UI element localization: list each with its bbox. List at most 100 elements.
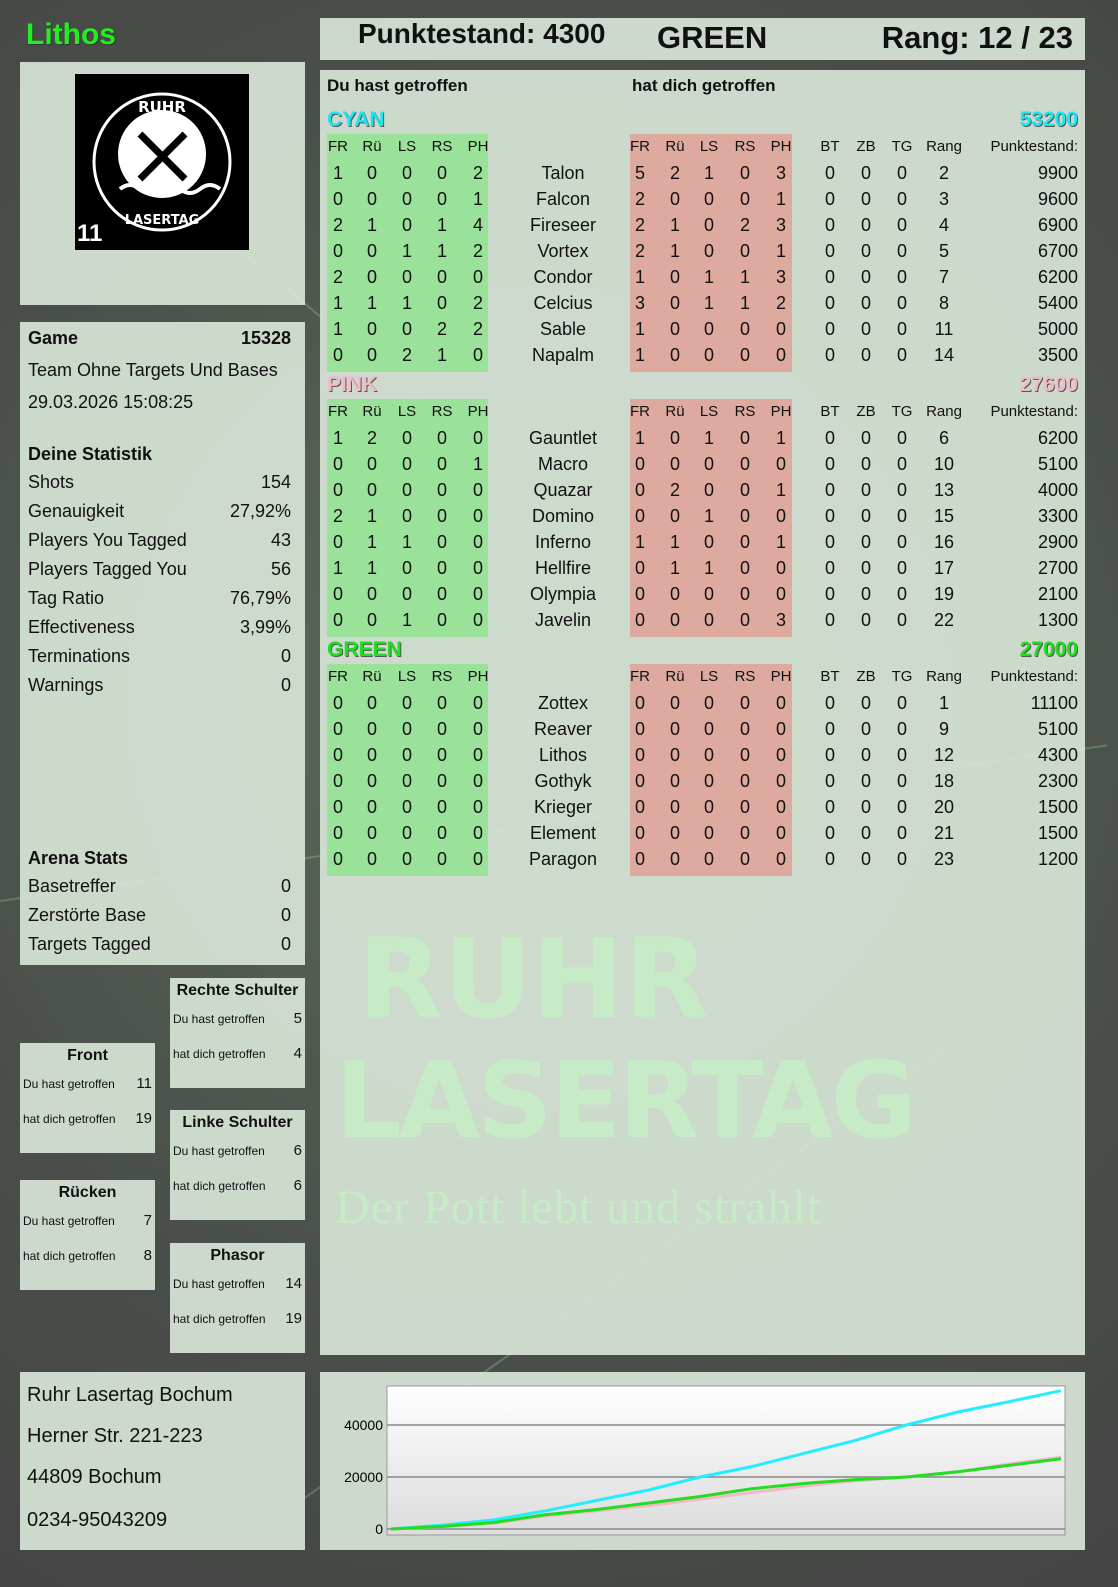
zb-cell: 0: [860, 215, 872, 235]
hit-cell: 0: [472, 693, 484, 713]
got-cell: 0: [634, 771, 646, 791]
tg-cell: 0: [896, 719, 908, 739]
hit-cell: 1: [401, 241, 413, 261]
address-line: 44809 Bochum: [27, 1466, 162, 1488]
got-cell: 0: [739, 693, 751, 713]
hit-cell: 2: [472, 293, 484, 313]
got-cell: 0: [703, 532, 715, 552]
stat-label: Tag Ratio: [28, 588, 105, 608]
hit-cell: 0: [472, 849, 484, 869]
column-header: BT: [820, 668, 840, 685]
got-cell: 0: [739, 849, 751, 869]
tg-cell: 0: [896, 745, 908, 765]
got-cell: 0: [669, 506, 681, 526]
got-cell: 0: [703, 797, 715, 817]
column-header: FR: [630, 138, 650, 155]
bt-cell: 0: [824, 797, 836, 817]
got-block: [630, 399, 792, 637]
player-name: Quazar: [533, 480, 593, 500]
hit-block: [327, 399, 488, 637]
arena-row: Targets Tagged 0: [28, 934, 291, 955]
tg-cell: 0: [896, 480, 908, 500]
watermark-tagline: Der Pott lebt und strahlt: [335, 1181, 822, 1234]
got-cell: 0: [739, 771, 751, 791]
got-cell: 2: [739, 215, 751, 235]
hit-cell: 1: [436, 345, 448, 365]
hit-cell: 0: [366, 163, 378, 183]
hit-cell: 0: [366, 480, 378, 500]
got-cell: 0: [703, 480, 715, 500]
hit-cell: 2: [436, 319, 448, 339]
column-header: Punktestand:: [990, 668, 1078, 685]
score-cell: 1500: [1037, 797, 1078, 817]
got-cell: 1: [775, 241, 787, 261]
hit-cell: 1: [332, 163, 344, 183]
stat-label: Players Tagged You: [28, 559, 187, 579]
zone-title: Front: [67, 1047, 108, 1064]
hit-cell: 0: [332, 771, 344, 791]
stat-label: Players You Tagged: [28, 530, 187, 550]
header-bar: [320, 18, 1085, 60]
zone-hit-label: Du hast getroffen: [23, 1214, 115, 1228]
rang-cell: 21: [933, 823, 955, 843]
bt-cell: 0: [824, 506, 836, 526]
hit-cell: 0: [401, 558, 413, 578]
rang-cell: 18: [933, 771, 955, 791]
got-cell: 0: [634, 480, 646, 500]
column-header: Rü: [665, 403, 685, 420]
stat-row: Tag Ratio 76,79%: [28, 588, 291, 609]
score-cell: 11100: [1030, 693, 1078, 713]
column-header: BT: [820, 138, 840, 155]
stat-row: Shots 154: [28, 472, 291, 493]
player-name: Falcon: [535, 189, 591, 209]
rang-cell: 16: [933, 532, 955, 552]
score-cell: 2100: [1037, 584, 1078, 604]
game-id: 15328: [240, 328, 291, 348]
got-cell: 0: [739, 480, 751, 500]
tg-cell: 0: [896, 693, 908, 713]
hit-zone-rücken: Rücken Du hast getroffen 7 hat dich getroff…: [20, 1180, 155, 1290]
got-cell: 0: [775, 693, 787, 713]
tg-cell: 0: [896, 506, 908, 526]
rang-cell: 23: [933, 849, 955, 869]
got-cell: 0: [634, 823, 646, 843]
tg-cell: 0: [896, 241, 908, 261]
hit-zone-linke-schulter: Linke Schulter Du hast getroffen 6 hat dich…: [170, 1110, 305, 1220]
hit-cell: 0: [366, 745, 378, 765]
player-name: Macro: [537, 454, 589, 474]
hit-cell: 0: [472, 610, 484, 630]
y-tick-label: 40000: [344, 1417, 383, 1433]
rang-cell: 13: [933, 480, 955, 500]
zb-cell: 0: [860, 745, 872, 765]
tg-cell: 0: [896, 771, 908, 791]
arena-label: Targets Tagged: [28, 934, 151, 954]
got-cell: 2: [669, 163, 681, 183]
bt-cell: 0: [824, 558, 836, 578]
score-cell: 4300: [1037, 745, 1078, 765]
hit-cell: 0: [401, 189, 413, 209]
tg-cell: 0: [896, 454, 908, 474]
column-header: Rü: [665, 138, 685, 155]
got-cell: 0: [634, 745, 646, 765]
team-name: GREEN: [327, 638, 402, 661]
zone-got-value: 19: [135, 1110, 152, 1127]
team-name: PINK: [327, 373, 378, 396]
hit-cell: 1: [472, 189, 484, 209]
stat-row: Players Tagged You 56: [28, 559, 291, 580]
hit-cell: 0: [401, 480, 413, 500]
hit-cell: 2: [472, 241, 484, 261]
hit-cell: 1: [366, 532, 378, 552]
got-cell: 0: [775, 797, 787, 817]
got-cell: 1: [775, 480, 787, 500]
score-cell: 2900: [1037, 532, 1078, 552]
zone-got-label: hat dich getroffen: [23, 1112, 116, 1126]
player-name: Paragon: [528, 849, 598, 869]
bt-cell: 0: [824, 189, 836, 209]
got-cell: 0: [739, 319, 751, 339]
zone-got-value: 4: [293, 1045, 302, 1062]
hit-cell: 0: [401, 454, 413, 474]
arena-value: 0: [280, 876, 291, 896]
hit-cell: 0: [472, 267, 484, 287]
hit-cell: 0: [401, 719, 413, 739]
got-cell: 0: [634, 454, 646, 474]
